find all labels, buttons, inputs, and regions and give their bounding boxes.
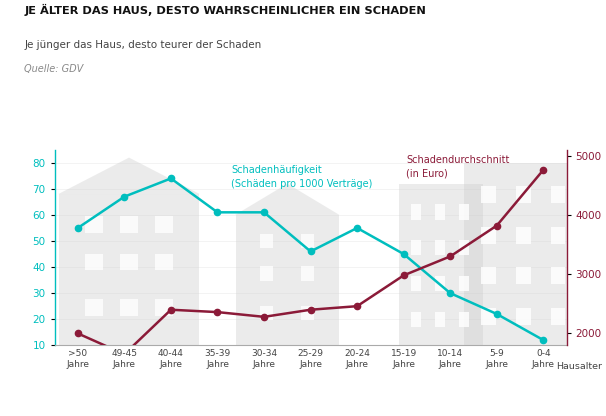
Bar: [301, 305, 315, 320]
Bar: [411, 276, 421, 291]
Bar: [551, 227, 565, 244]
Bar: [301, 234, 315, 248]
Bar: [120, 254, 138, 270]
Text: Schadendurchschnitt
(in Euro): Schadendurchschnitt (in Euro): [406, 155, 510, 178]
Bar: [464, 163, 585, 345]
Text: Je jünger das Haus, desto teurer der Schaden: Je jünger das Haus, desto teurer der Sch…: [24, 40, 262, 50]
Bar: [459, 204, 469, 220]
Bar: [459, 276, 469, 291]
Bar: [236, 215, 339, 345]
Bar: [482, 186, 496, 203]
Bar: [155, 299, 173, 316]
Bar: [260, 234, 273, 248]
Bar: [482, 308, 496, 325]
Bar: [551, 186, 565, 203]
Bar: [59, 194, 199, 345]
Bar: [435, 276, 445, 291]
Bar: [260, 266, 273, 281]
Bar: [85, 299, 103, 316]
Bar: [435, 312, 445, 327]
Bar: [411, 240, 421, 255]
Bar: [260, 305, 273, 320]
Text: JE ÄLTER DAS HAUS, DESTO WAHRSCHEINLICHER EIN SCHADEN: JE ÄLTER DAS HAUS, DESTO WAHRSCHEINLICHE…: [24, 4, 426, 16]
Bar: [516, 308, 531, 325]
Bar: [301, 266, 315, 281]
Bar: [482, 227, 496, 244]
Bar: [459, 312, 469, 327]
Bar: [85, 254, 103, 270]
Bar: [459, 240, 469, 255]
Text: Schadenhäufigkeit
(Schäden pro 1000 Verträge): Schadenhäufigkeit (Schäden pro 1000 Vert…: [231, 166, 373, 188]
Bar: [516, 227, 531, 244]
Bar: [120, 299, 138, 316]
Bar: [482, 267, 496, 285]
Bar: [399, 183, 483, 345]
Bar: [551, 308, 565, 325]
Bar: [435, 240, 445, 255]
Text: Hausalter: Hausalter: [556, 362, 602, 371]
Bar: [516, 186, 531, 203]
Bar: [516, 267, 531, 285]
Bar: [551, 267, 565, 285]
Bar: [411, 204, 421, 220]
Bar: [435, 204, 445, 220]
Bar: [155, 216, 173, 233]
Bar: [155, 254, 173, 270]
Bar: [411, 312, 421, 327]
Bar: [120, 216, 138, 233]
Text: Quelle: GDV: Quelle: GDV: [24, 64, 84, 74]
Polygon shape: [235, 183, 339, 215]
Bar: [85, 216, 103, 233]
Polygon shape: [58, 158, 200, 194]
